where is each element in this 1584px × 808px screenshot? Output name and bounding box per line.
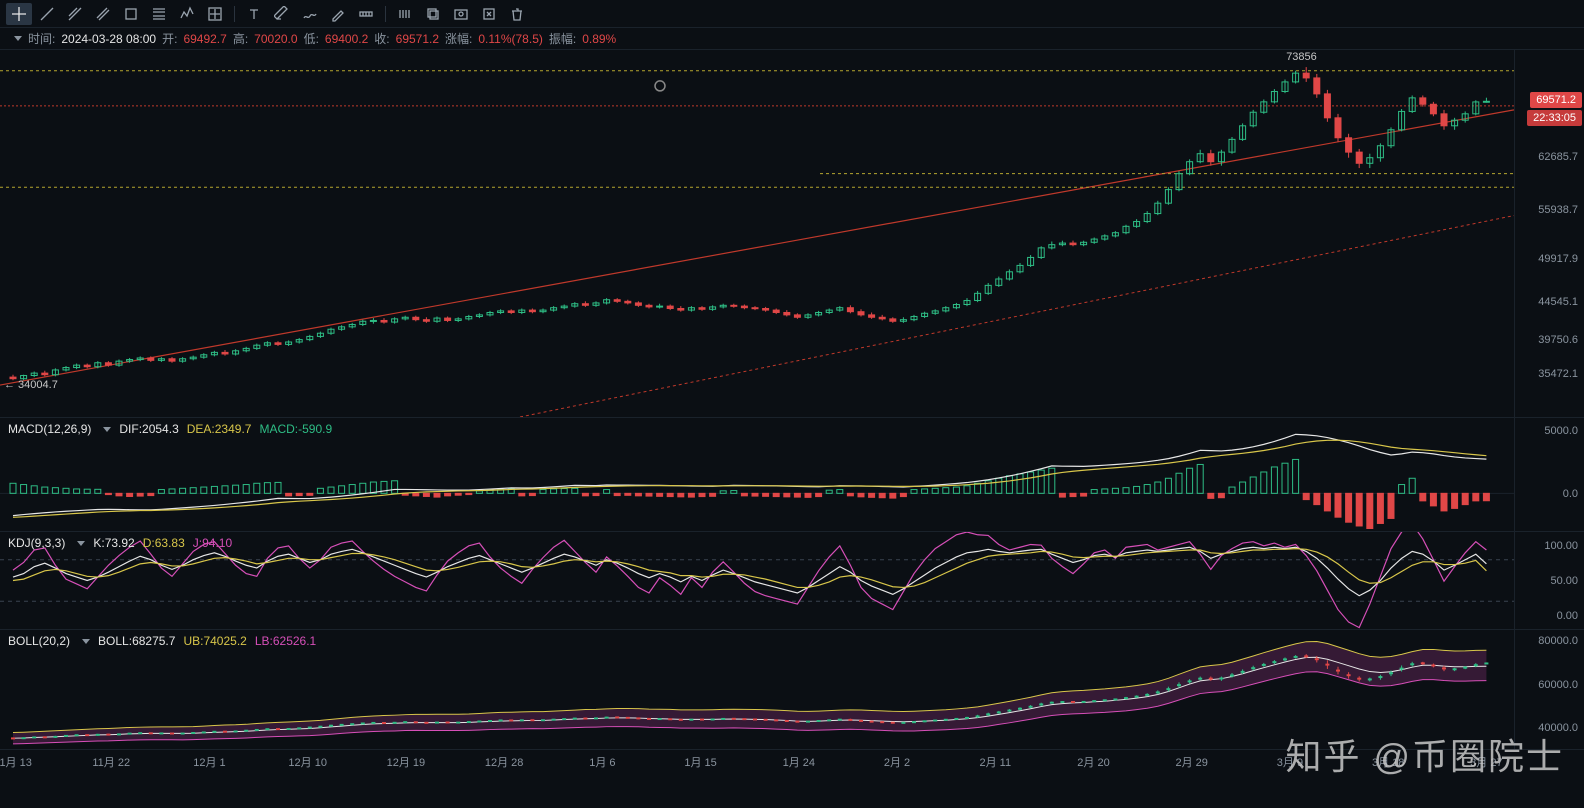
tool-ray[interactable]: [62, 3, 88, 25]
kdj-title: KDJ(9,3,3): [8, 536, 65, 550]
x-axis-tick: 1月 6: [589, 754, 615, 770]
tool-text-label[interactable]: [241, 3, 267, 25]
high-value: 70020.0: [254, 32, 297, 46]
kdj-pane[interactable]: KDJ(9,3,3) K:73.92 D:63.83 J:94.10 0.00 5…: [0, 531, 1584, 629]
price-y-tick: 39750.6: [1538, 334, 1578, 346]
kdj-y-tick: 0.00: [1557, 610, 1578, 622]
high-label: 高:: [233, 30, 248, 47]
tool-pen[interactable]: [325, 3, 351, 25]
chg-value: 0.11%(78.5): [478, 32, 542, 46]
boll-y-tick: 60000.0: [1538, 679, 1578, 691]
kdj-j: J:94.10: [193, 536, 232, 550]
price-y-tick: 49917.9: [1538, 253, 1578, 265]
tool-scribble[interactable]: [297, 3, 323, 25]
boll-ub: UB:74025.2: [183, 634, 246, 648]
tool-fib[interactable]: [146, 3, 172, 25]
macd-title: MACD(12,26,9): [8, 422, 91, 436]
price-y-tick: 62685.7: [1538, 151, 1578, 163]
macd-y-tick: 0.0: [1563, 488, 1578, 500]
x-axis-tick: 2月 2: [884, 754, 910, 770]
x-axis-tick: 2月 20: [1077, 754, 1109, 770]
boll-title: BOLL(20,2): [8, 634, 70, 648]
tool-copy[interactable]: [420, 3, 446, 25]
kdj-y-tick: 50.00: [1550, 575, 1578, 587]
price-y-tick: 35472.1: [1538, 368, 1578, 380]
x-axis-tick: 1月 24: [783, 754, 815, 770]
macd-y-axis[interactable]: 0.0 5000.0: [1514, 418, 1584, 531]
peak-annotation: 73856: [1286, 51, 1317, 63]
macd-val: MACD:-590.9: [259, 422, 332, 436]
ohlc-info-bar: 时间: 2024-03-28 08:00 开: 69492.7 高: 70020…: [0, 28, 1584, 49]
kdj-y-axis[interactable]: 0.00 50.00 100.00: [1514, 532, 1584, 629]
price-y-tick: 44545.1: [1538, 296, 1578, 308]
x-axis-tick: 3月 27: [1470, 754, 1502, 770]
tool-segments[interactable]: [392, 3, 418, 25]
left-price-annotation: ← 34004.7: [4, 379, 58, 391]
boll-y-tick: 40000.0: [1538, 722, 1578, 734]
low-value: 69400.2: [325, 32, 368, 46]
tool-crosshair[interactable]: [6, 3, 32, 25]
x-axis-tick: 2月 29: [1176, 754, 1208, 770]
macd-collapse[interactable]: [103, 427, 111, 432]
macd-y-tick: 5000.0: [1544, 425, 1578, 437]
x-axis-tick: 2月 11: [979, 754, 1011, 770]
x-axis-tick: 12月 10: [288, 754, 327, 770]
tool-channel[interactable]: [90, 3, 116, 25]
boll-pane[interactable]: BOLL(20,2) BOLL:68275.7 UB:74025.2 LB:62…: [0, 629, 1584, 749]
kdj-d: D:63.83: [143, 536, 185, 550]
tool-wave[interactable]: [174, 3, 200, 25]
tool-snapshot[interactable]: [448, 3, 474, 25]
x-axis-tick: 12月 1: [193, 754, 225, 770]
collapse-toggle[interactable]: [14, 36, 22, 41]
x-axis-tick: 12月 28: [485, 754, 524, 770]
tool-trash[interactable]: [504, 3, 530, 25]
countdown-tag: 22:33:05: [1527, 110, 1582, 126]
open-value: 69492.7: [183, 32, 226, 46]
boll-y-tick: 80000.0: [1538, 635, 1578, 647]
low-label: 低:: [304, 30, 319, 47]
x-axis-tick: 11月 13: [0, 754, 32, 770]
time-label: 时间:: [28, 30, 55, 47]
price-y-tick: 55938.7: [1538, 204, 1578, 216]
boll-y-axis[interactable]: 40000.0 60000.0 80000.0: [1514, 630, 1584, 749]
kdj-collapse[interactable]: [77, 541, 85, 546]
chart-layout: 时间: 2024-03-28 08:00 开: 69492.7 高: 70020…: [0, 28, 1584, 808]
macd-dif: DIF:2054.3: [119, 422, 178, 436]
macd-dea: DEA:2349.7: [187, 422, 252, 436]
kdj-k: K:73.92: [93, 536, 134, 550]
boll-lb: LB:62526.1: [255, 634, 316, 648]
tool-plus[interactable]: [202, 3, 228, 25]
open-label: 开:: [162, 30, 177, 47]
price-y-axis[interactable]: 35472.1 39750.6 44545.1 49917.9 55938.7 62685…: [1514, 50, 1584, 417]
x-axis-tick: 1月 15: [684, 754, 716, 770]
chg-label: 涨幅:: [445, 30, 472, 47]
kdj-y-tick: 100.00: [1544, 540, 1578, 552]
tool-rect[interactable]: [118, 3, 144, 25]
amp-label: 振幅:: [549, 30, 576, 47]
macd-pane[interactable]: MACD(12,26,9) DIF:2054.3 DEA:2349.7 MACD…: [0, 417, 1584, 531]
close-value: 69571.2: [396, 32, 439, 46]
x-axis-tick: 12月 19: [387, 754, 426, 770]
drawing-toolbar: [0, 0, 1584, 28]
time-value: 2024-03-28 08:00: [61, 32, 156, 46]
close-label: 收:: [374, 30, 389, 47]
tool-highlight[interactable]: [269, 3, 295, 25]
boll-mid: BOLL:68275.7: [98, 634, 175, 648]
x-axis-pane[interactable]: 11月 13 11月 22 12月 1 12月 10 12月 19 12月 28 1月 6 1…: [0, 749, 1584, 773]
tool-line[interactable]: [34, 3, 60, 25]
tool-ruler[interactable]: [353, 3, 379, 25]
x-axis-tick: 11月 22: [92, 754, 130, 770]
x-axis-tick: 3月 18: [1372, 754, 1404, 770]
current-price-tag: 69571.2: [1530, 92, 1582, 108]
x-axis-tick: 3月 9: [1277, 754, 1303, 770]
amp-value: 0.89%: [582, 32, 616, 46]
boll-collapse[interactable]: [82, 639, 90, 644]
tool-remove[interactable]: [476, 3, 502, 25]
price-pane[interactable]: 73856 ← 34004.7 35472.1 39750.6 44545.1 4991…: [0, 49, 1584, 417]
